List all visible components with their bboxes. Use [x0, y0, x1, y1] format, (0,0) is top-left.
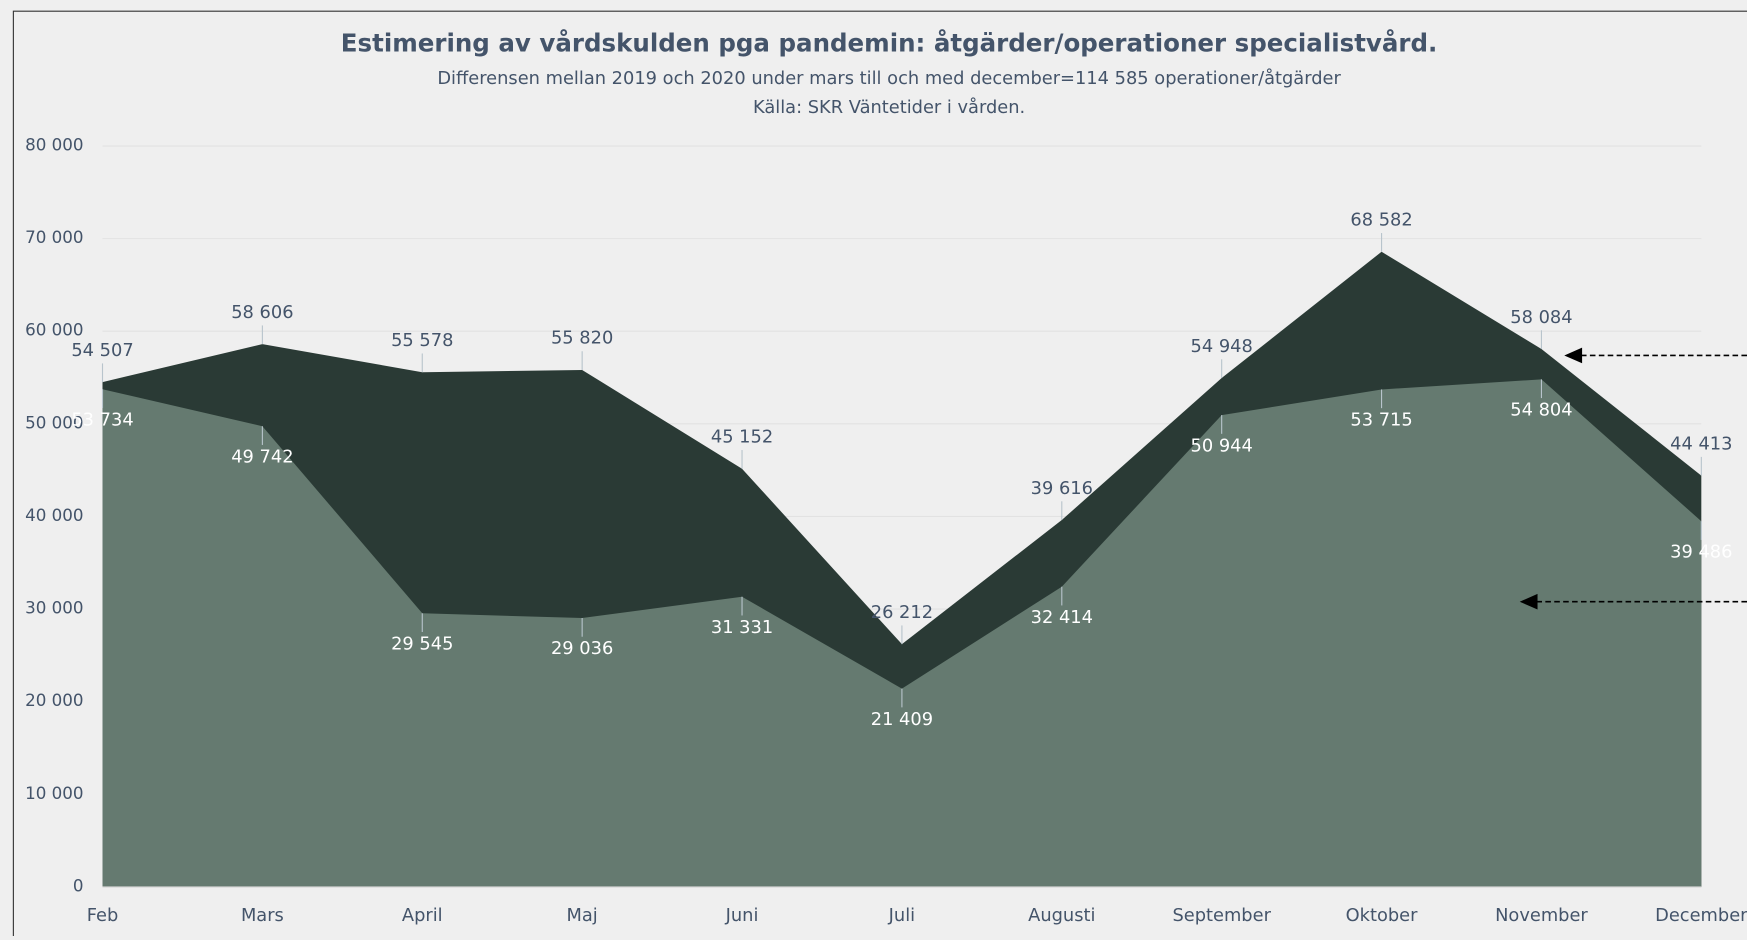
data-label: 32 414 [1031, 607, 1093, 628]
data-label: 29 036 [551, 638, 613, 659]
arrows [1519, 347, 1747, 610]
data-label: 49 742 [231, 446, 293, 467]
data-label: 55 578 [391, 330, 453, 351]
chart-title: Estimering av vårdskulden pga pandemin: … [341, 29, 1438, 58]
data-label: 68 582 [1350, 210, 1412, 231]
data-label: 39 616 [1031, 478, 1093, 499]
data-label: 39 486 [1670, 541, 1732, 562]
y-tick-label: 60 000 [25, 320, 83, 340]
x-tick-label: Mars [241, 905, 284, 926]
x-tick-label: December [1655, 905, 1747, 926]
y-tick-label: 70 000 [25, 227, 83, 247]
data-label: 26 212 [871, 602, 933, 623]
x-tick-label: Oktober [1346, 905, 1418, 926]
data-label: 21 409 [871, 709, 933, 730]
y-tick-label: 30 000 [25, 598, 83, 618]
data-label: 54 804 [1510, 400, 1572, 421]
y-tick-label: 50 000 [25, 412, 83, 432]
y-tick-label: 20 000 [25, 690, 83, 710]
y-tick-label: 0 [73, 875, 84, 895]
data-label: 58 084 [1510, 307, 1572, 328]
data-label: 53 715 [1350, 410, 1412, 431]
x-tick-label: Augusti [1028, 905, 1095, 926]
y-tick-label: 10 000 [25, 783, 83, 803]
arrow-head [1564, 347, 1583, 364]
x-tick-label: Juni [725, 905, 759, 926]
data-label: 55 820 [551, 328, 613, 349]
x-tick-label: Feb [87, 905, 119, 926]
data-label: 53 734 [71, 409, 133, 430]
data-label: 54 948 [1191, 336, 1253, 357]
plot: 0 10 000 20 000 30 000 40 000 50 000 60 000 70 … [25, 135, 1747, 926]
x-tick-label: Maj [567, 905, 598, 926]
y-tick-label: 80 000 [25, 135, 83, 155]
x-tick-label: November [1495, 905, 1588, 926]
data-label: 29 545 [391, 633, 453, 654]
chart-subtitle: Differensen mellan 2019 och 2020 under m… [437, 68, 1341, 89]
x-tick-label: Juli [888, 905, 915, 926]
area [102, 379, 1702, 887]
chart-source: Källa: SKR Väntetider i vården. [753, 97, 1025, 118]
arrow-head [1519, 593, 1538, 610]
y-tick-label: 40 000 [25, 505, 83, 525]
x-tick-label: September [1172, 905, 1271, 926]
x-tick-label: April [402, 905, 443, 926]
data-label: 31 331 [711, 617, 773, 638]
data-label: 50 944 [1191, 435, 1253, 456]
data-label: 45 152 [711, 427, 773, 448]
data-label: 54 507 [71, 340, 133, 361]
data-label: 58 606 [231, 302, 293, 323]
data-label: 44 413 [1670, 433, 1732, 454]
